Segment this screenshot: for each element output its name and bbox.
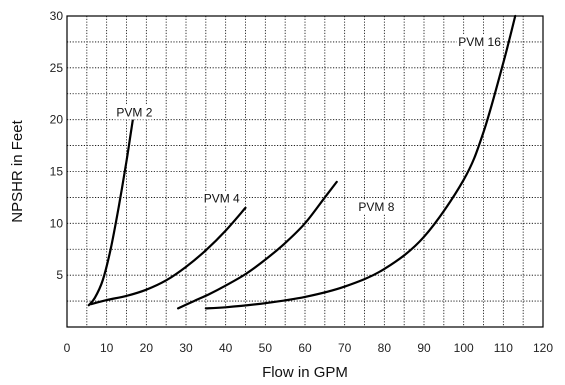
x-tick-label: 0 [64,341,71,355]
y-tick-label: 20 [50,113,64,127]
series-label-background [114,105,154,120]
series-line-pvm-4 [89,206,247,306]
series-label-background [356,199,396,214]
plot-frame [66,15,544,328]
x-tick-label: 30 [179,341,193,355]
y-tick-label: 30 [50,9,64,23]
y-axis-label: NPSHR in Feet [9,119,26,222]
series-label-background [456,35,503,50]
x-tick-label: 100 [454,341,474,355]
y-tick-label: 15 [50,165,64,179]
x-tick-label: 20 [140,341,154,355]
series-label: PVM 4 [204,192,240,206]
x-tick-label: 10 [100,341,114,355]
x-axis-ticks: 0 10 20 30 40 50 60 70 80 90 100 110 120 [64,341,554,355]
x-tick-label: 80 [378,341,392,355]
grid [67,16,543,327]
x-tick-label: 70 [338,341,352,355]
series-line-pvm-16 [204,14,517,310]
x-tick-label: 60 [298,341,312,355]
series-labels: PVM 2 PVM 4 PVM 8 PVM 16 [114,35,503,214]
series-label: PVM 2 [116,106,152,120]
series-label: PVM 8 [358,200,394,214]
x-tick-label: 120 [533,341,553,355]
series-line-pvm-2 [87,108,136,307]
x-tick-label: 50 [259,341,273,355]
series-label-background [202,191,242,206]
series-label: PVM 16 [458,35,501,49]
y-tick-label: 5 [56,268,63,282]
y-axis-ticks: 5 10 15 20 25 30 [50,9,64,282]
x-tick-label: 110 [494,341,513,355]
x-axis-label: Flow in GPM [262,364,348,381]
y-tick-label: 10 [50,216,64,230]
series-curves [87,14,517,310]
y-tick-label: 25 [50,61,64,75]
x-tick-label: 40 [219,341,233,355]
series-line-pvm-8 [176,180,338,310]
x-tick-label: 90 [417,341,431,355]
